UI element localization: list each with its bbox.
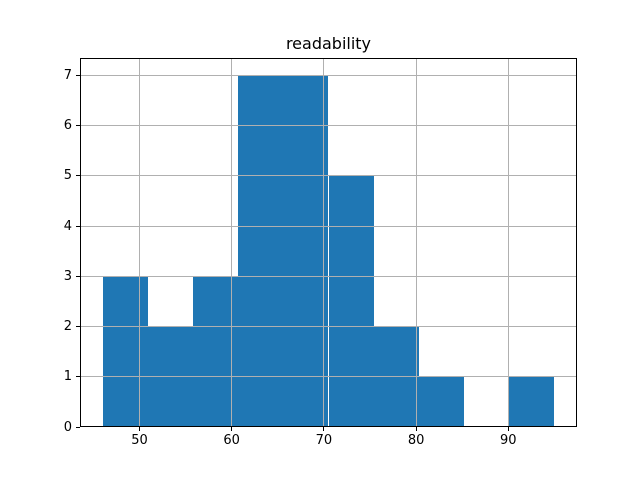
y-axis-tick: [76, 225, 80, 227]
histogram-bar: [509, 376, 555, 427]
histogram-bar: [147, 326, 193, 427]
x-tick-label: 90: [500, 433, 517, 448]
x-tick-label: 70: [315, 433, 333, 448]
x-axis-tick: [415, 427, 417, 431]
y-tick-label: 1: [63, 369, 72, 385]
x-tick-label: 50: [131, 433, 148, 448]
x-axis-tick: [138, 427, 140, 431]
bars-layer: [80, 58, 577, 427]
x-axis-tick: [507, 427, 509, 431]
histogram-bar: [418, 376, 465, 427]
y-tick-label: 5: [63, 168, 72, 184]
y-axis-tick: [76, 175, 80, 177]
y-tick-label: 0: [63, 419, 72, 435]
y-axis-tick: [76, 326, 80, 328]
histogram-bar: [238, 75, 284, 427]
y-tick-label: 7: [63, 68, 72, 84]
x-axis-tick: [231, 427, 233, 431]
x-axis-tick: [323, 427, 325, 431]
histogram-bar: [373, 326, 419, 427]
chart-title: readability: [285, 34, 372, 53]
histogram-bar: [192, 276, 239, 427]
x-tick-label: 60: [223, 433, 240, 448]
y-tick-label: 4: [63, 218, 72, 234]
histogram-bar: [102, 276, 148, 427]
x-tick-label: 80: [407, 433, 425, 448]
y-axis-tick: [76, 275, 80, 277]
y-axis-tick: [76, 376, 80, 378]
y-tick-label: 3: [63, 268, 72, 284]
y-axis-tick: [76, 75, 80, 77]
y-axis-tick: [76, 426, 80, 428]
y-tick-label: 2: [63, 319, 72, 335]
plot-area: 50 60 70 80 90 0 1 2 3 4 5 6 7: [64, 58, 577, 448]
histogram-bar: [283, 75, 329, 427]
y-axis-tick: [76, 125, 80, 127]
y-tick-label: 6: [63, 118, 72, 134]
histogram-bar: [328, 175, 374, 427]
